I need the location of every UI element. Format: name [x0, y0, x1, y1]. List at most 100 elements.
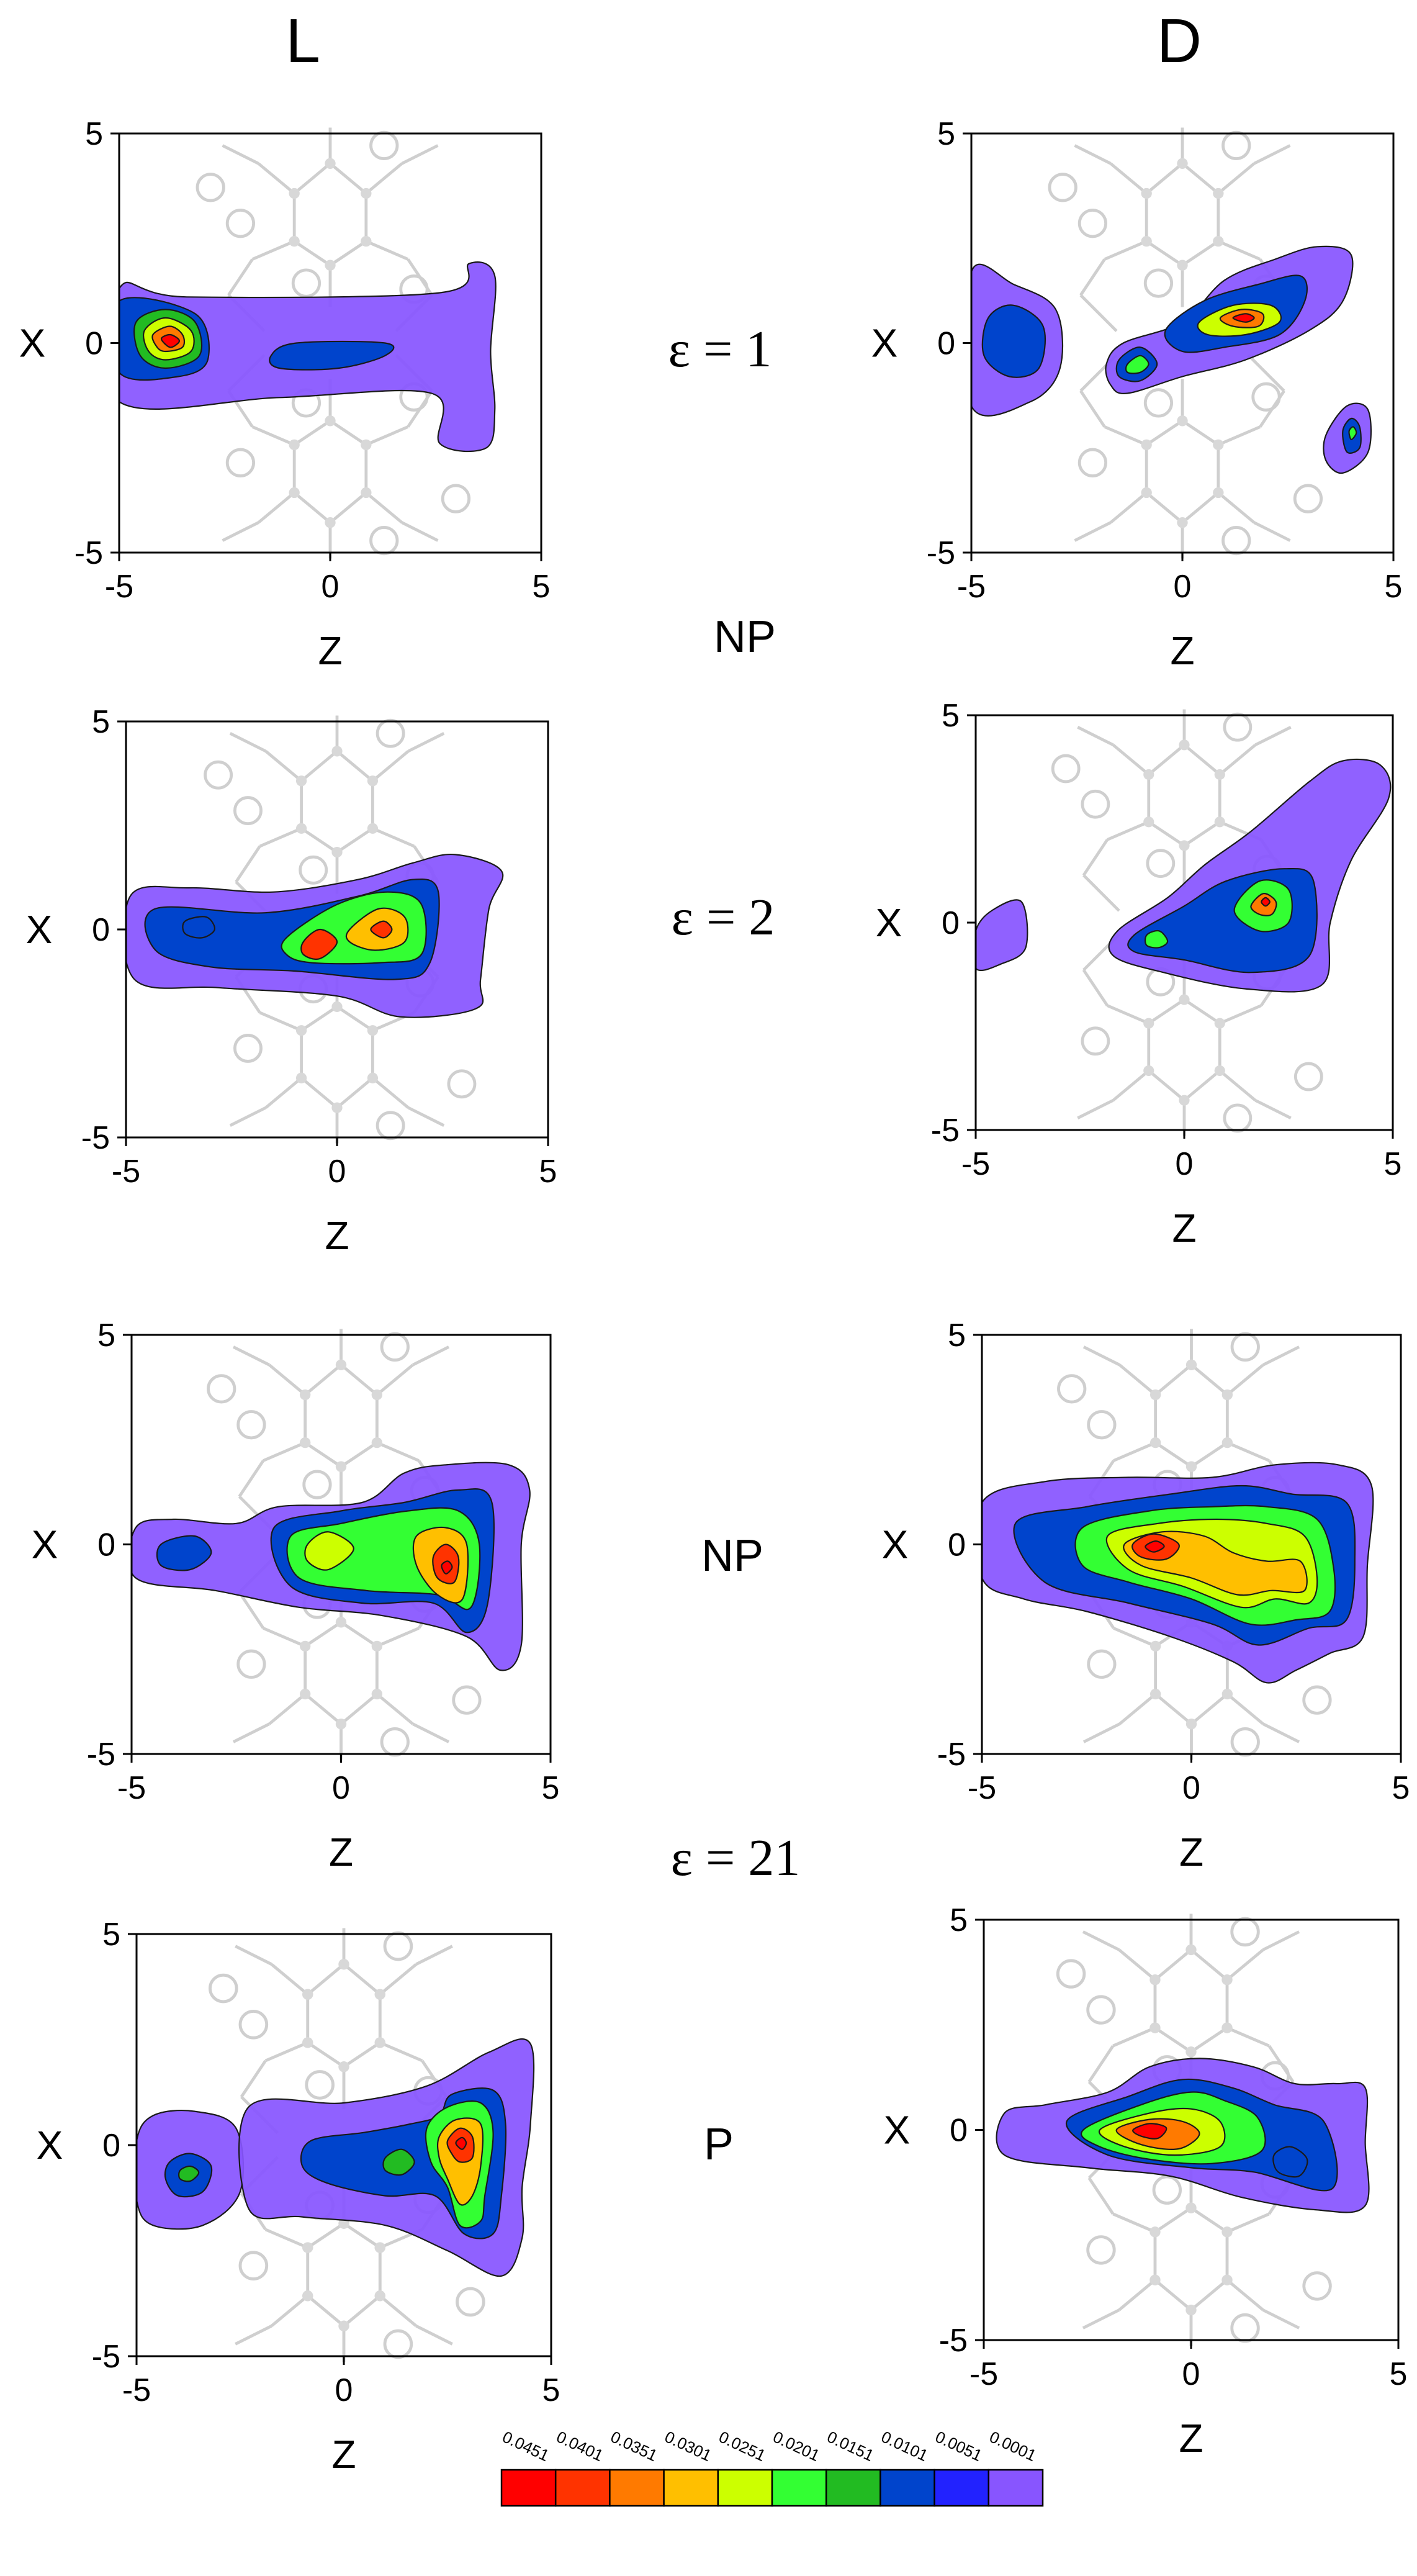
x-tick-label: 5 — [1384, 1146, 1402, 1182]
y-tick-label: 5 — [102, 1917, 120, 1953]
x-axis-label: Z — [318, 628, 342, 673]
colorbar-tick-label: 0.0401 — [554, 2427, 606, 2465]
x-axis-label: Z — [1179, 2416, 1203, 2461]
x-tick-label: 5 — [1392, 1770, 1410, 1806]
contour-regions — [982, 1462, 1374, 1684]
y-tick-label: -5 — [937, 1737, 966, 1773]
panel-D-eps2: -5 0 5 -5 0 5 Z X — [876, 698, 1402, 1250]
y-tick-label: 0 — [102, 2128, 120, 2164]
density-region-level-5 — [1348, 426, 1357, 440]
contour-regions — [132, 1462, 531, 1671]
x-tick-label: 0 — [335, 2372, 353, 2408]
x-tick-label: -5 — [968, 1770, 996, 1806]
contour-regions — [119, 261, 497, 453]
y-tick-label: -5 — [939, 2323, 968, 2359]
contour-regions — [976, 758, 1392, 993]
colorbar-tick-label: 0.0251 — [716, 2427, 769, 2465]
x-tick-label: 0 — [1182, 2356, 1200, 2392]
colorbar-tick-label: 0.0151 — [824, 2427, 877, 2465]
x-tick-label: 5 — [1390, 2356, 1408, 2392]
x-tick-label: -5 — [961, 1146, 990, 1182]
panel-L-eps1: -5 0 5 -5 0 5 Z X — [19, 116, 551, 673]
condition-epsilon-1: ε = 1 — [668, 320, 772, 378]
colorbar-swatch — [500, 2469, 557, 2507]
density-region-level-0 — [1132, 2123, 1167, 2140]
density-region-level-7 — [182, 916, 215, 939]
y-tick-label: -5 — [87, 1737, 115, 1773]
colorbar-tick-label: 0.0201 — [770, 2427, 823, 2465]
panel-L-eps21-P: -5 0 5 -5 0 5 Z X — [37, 1917, 560, 2477]
y-tick-label: 0 — [85, 326, 103, 362]
y-tick-label: 0 — [948, 1527, 966, 1563]
y-tick-label: 0 — [97, 1527, 115, 1563]
density-region-level-1 — [300, 928, 338, 960]
x-tick-label: 0 — [1174, 569, 1192, 605]
y-axis-label: X — [884, 2108, 911, 2153]
x-tick-label: 0 — [322, 569, 340, 605]
colorbar-tick-label: 0.0001 — [987, 2427, 1040, 2465]
x-axis-label: Z — [329, 1830, 353, 1874]
y-tick-label: 0 — [937, 326, 955, 362]
condition-np-top: NP — [714, 612, 776, 662]
density-region-level-7 — [1272, 2146, 1308, 2178]
y-tick-label: 5 — [942, 698, 960, 734]
y-tick-label: -5 — [74, 535, 103, 571]
colorbar-tick-label: 0.0101 — [878, 2427, 931, 2465]
x-tick-label: 0 — [1182, 1770, 1200, 1806]
x-tick-label: -5 — [105, 569, 133, 605]
condition-epsilon-2: ε = 2 — [672, 888, 775, 946]
density-region-level-0 — [1145, 1540, 1165, 1553]
colorbar-swatch — [825, 2469, 881, 2507]
x-tick-label: 5 — [533, 569, 551, 605]
panel-D-eps1: -5 0 5 -5 0 5 Z X — [871, 116, 1403, 673]
x-tick-label: 0 — [1176, 1146, 1194, 1182]
panel-L-eps2: -5 0 5 -5 0 5 Z X — [26, 704, 557, 1258]
y-axis-label: X — [37, 2123, 63, 2167]
y-tick-label: 5 — [85, 116, 103, 152]
x-tick-label: 5 — [542, 2372, 560, 2408]
panel-D-eps21-P: -5 0 5 -5 0 5 Z X — [884, 1902, 1408, 2461]
density-region-level-7 — [269, 340, 395, 371]
x-tick-label: -5 — [112, 1154, 140, 1190]
contour-regions — [971, 245, 1372, 474]
density-region-level-6 — [382, 2148, 415, 2176]
density-region-level-7 — [981, 304, 1046, 378]
panel-D-eps21-NP: -5 0 5 -5 0 5 Z X — [882, 1317, 1410, 1874]
y-tick-label: -5 — [92, 2339, 120, 2375]
y-tick-label: 0 — [942, 905, 960, 941]
condition-epsilon-21: ε = 21 — [671, 1829, 801, 1887]
y-tick-label: -5 — [81, 1120, 110, 1156]
colorbar-tick-label: 0.0051 — [932, 2427, 985, 2465]
panel-L-eps21-NP: -5 0 5 -5 0 5 Z X — [32, 1317, 560, 1874]
y-tick-label: 0 — [92, 912, 110, 948]
density-region-level-7 — [156, 1535, 212, 1571]
density-region-level-6 — [178, 2165, 200, 2182]
colorbar-swatch — [771, 2469, 827, 2507]
x-axis-label: Z — [1179, 1830, 1203, 1874]
x-tick-label: 0 — [332, 1770, 350, 1806]
y-tick-label: 5 — [97, 1317, 115, 1354]
contour-regions — [996, 2058, 1370, 2213]
colorbar-swatch — [663, 2469, 719, 2507]
x-tick-label: -5 — [117, 1770, 146, 1806]
x-tick-label: 5 — [539, 1154, 557, 1190]
x-axis-label: Z — [1172, 1206, 1196, 1250]
x-axis-label: Z — [1170, 628, 1194, 673]
y-axis-label: X — [882, 1522, 909, 1567]
y-axis-label: X — [876, 900, 902, 945]
colorbar-swatch — [609, 2469, 665, 2507]
density-region-level-5 — [1125, 355, 1149, 374]
density-region-level-0 — [1261, 897, 1271, 907]
x-tick-label: -5 — [122, 2372, 151, 2408]
density-region-level-0 — [160, 333, 181, 348]
condition-p: P — [704, 2120, 734, 2169]
colorbar-tick-label: 0.0451 — [500, 2427, 552, 2465]
x-tick-label: -5 — [969, 2356, 998, 2392]
x-axis-label: Z — [331, 2432, 356, 2477]
y-tick-label: 5 — [948, 1317, 966, 1354]
x-axis-label: Z — [325, 1213, 349, 1258]
density-region-level-1 — [370, 920, 393, 939]
y-tick-label: -5 — [927, 535, 955, 571]
density-region-level-0 — [1232, 313, 1255, 323]
